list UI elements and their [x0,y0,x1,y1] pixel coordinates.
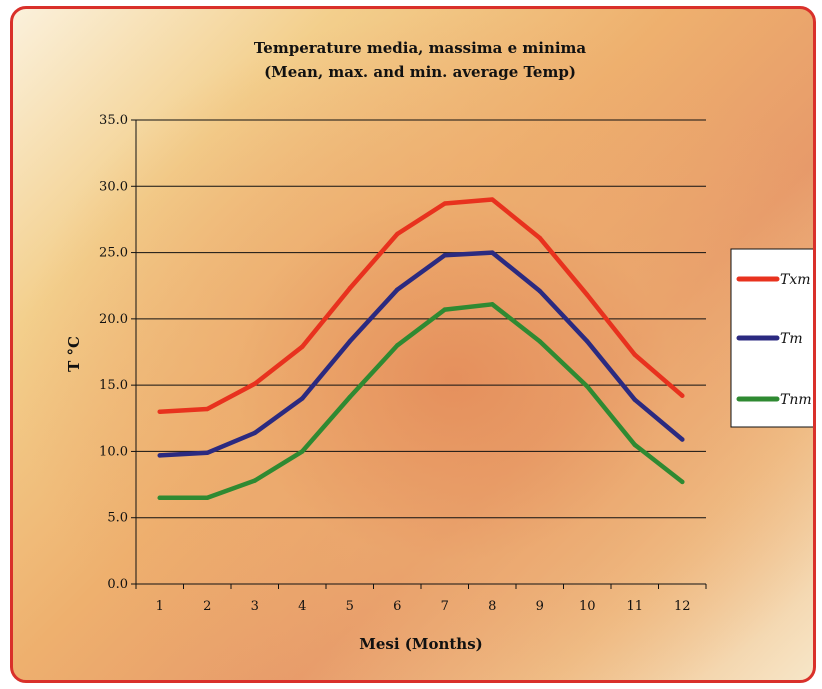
y-tick-label: 25.0 [99,246,128,261]
data-point-tnm [490,302,495,307]
data-point-txm [442,201,447,206]
axes [131,119,707,589]
y-tick-label: 30.0 [99,179,128,194]
data-point-tm [252,430,257,436]
x-tick-label: 4 [298,599,306,614]
data-point-txm [395,231,400,237]
chart-title: Temperature media, massima e minima [254,39,587,57]
x-tick-label: 5 [346,599,354,614]
data-point-tnm [585,384,590,389]
data-point-tnm [252,478,257,483]
data-point-txm [632,352,637,357]
data-point-txm [252,381,257,387]
x-tick-label: 12 [674,599,691,614]
x-axis-title: Mesi (Months) [359,635,483,653]
x-tick-label: 11 [626,599,643,614]
data-point-tm [537,288,542,294]
y-tick-label: 5.0 [107,511,128,526]
grid-lines [136,119,706,519]
data-point-tnm [632,442,637,447]
y-tick-label: 20.0 [99,312,128,327]
data-point-tm [442,253,447,258]
x-tick-label: 6 [393,599,401,614]
x-tick-label: 8 [488,599,496,614]
data-point-tm [157,453,162,458]
data-point-tnm [680,479,685,485]
legend: Txm Tm Tnm [730,248,813,428]
data-point-tnm [537,339,542,344]
data-point-tnm [300,449,305,454]
x-tick-label: 10 [579,599,596,614]
x-tick-label: 1 [156,599,164,614]
data-point-txm [157,409,162,414]
data-point-tm [680,437,685,442]
y-tick-labels: 0.0 5.0 10.0 15.0 20.0 25.0 30.0 35.0 [99,113,128,592]
chart-subtitle: (Mean, max. and min. average Temp) [264,63,576,81]
y-axis-title: T °C [65,336,83,372]
data-point-tm [205,450,210,455]
data-point-txm [300,344,305,349]
data-point-tnm [157,495,162,501]
series-line-tm [157,250,685,458]
x-tick-labels: 1 2 3 4 5 6 7 8 9 10 11 12 [156,599,691,614]
chart-frame: Temperature media, massima e minima (Mea… [10,6,816,683]
data-point-txm [537,235,542,241]
data-point-tm [585,339,590,344]
data-point-tm [347,339,352,344]
series-line-tnm [157,302,685,501]
data-point-tm [395,287,400,292]
data-point-txm [585,292,590,298]
data-point-tm [300,396,305,401]
legend-label-txm: Txm [780,272,811,288]
x-tick-label: 7 [441,599,449,614]
data-point-tm [632,397,637,402]
x-tick-label: 2 [203,599,211,614]
data-point-txm [680,393,685,398]
data-point-txm [490,197,495,202]
line-chart: Temperature media, massima e minima (Mea… [65,39,813,653]
data-point-tnm [347,394,352,400]
y-tick-label: 35.0 [99,113,128,128]
series-lines [157,197,685,501]
data-point-txm [347,286,352,291]
data-point-tnm [395,343,400,348]
series-line-txm [157,197,685,414]
y-tick-label: 0.0 [107,577,128,592]
y-tick-label: 15.0 [99,378,128,393]
legend-label-tnm: Tnm [780,392,812,408]
x-tick-label: 3 [251,599,259,614]
data-point-txm [205,406,210,412]
data-point-tnm [442,307,447,312]
x-tick-label: 9 [536,599,544,614]
y-tick-label: 10.0 [99,444,128,459]
data-point-tm [490,250,495,255]
data-point-tnm [205,495,210,501]
legend-label-tm: Tm [780,331,803,347]
